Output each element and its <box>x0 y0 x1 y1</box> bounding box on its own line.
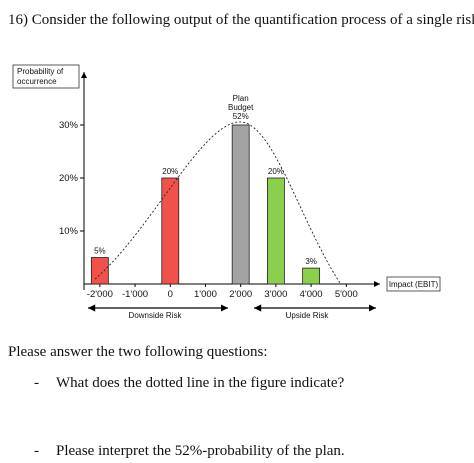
plot: 10% 20% 30% -2'000 -1'000 0 1'000 2'000 3'000 4'0… <box>59 94 358 300</box>
range-label: Upside Risk <box>286 311 330 320</box>
bar <box>161 177 180 285</box>
x-tick-label: -1'000 <box>122 289 148 300</box>
x-tick-label: 0 <box>168 289 173 300</box>
question: 16) Consider the following output of the… <box>8 12 474 28</box>
x-label-box <box>386 276 441 292</box>
annotation: Plan <box>233 94 249 103</box>
y-tick-label: 10% <box>59 226 79 237</box>
bar <box>266 177 285 285</box>
x-tick-label: 4'000 <box>300 289 323 300</box>
x-label: Impact (EBIT) <box>389 280 439 289</box>
bar <box>90 257 109 285</box>
value-label: 3% <box>305 257 317 266</box>
y-tick-label: 20% <box>59 173 79 184</box>
y-label: occurrence <box>17 77 57 86</box>
value-label: 20% <box>268 167 284 176</box>
dotted-curve <box>94 121 341 284</box>
bar <box>231 124 250 285</box>
y-label: Probability of <box>17 67 64 76</box>
x-tick-label: 3'000 <box>264 289 287 300</box>
y-tick-label: 30% <box>59 120 79 131</box>
x-tick-label: 2'000 <box>229 289 252 300</box>
value-label: 20% <box>162 167 178 176</box>
x-tick-label: 5'000 <box>335 289 358 300</box>
bullet: - <box>34 375 39 391</box>
value-label: 5% <box>94 247 106 256</box>
bar <box>302 267 321 285</box>
y-label-box <box>12 64 80 89</box>
range-label: Downside Risk <box>129 311 183 320</box>
instruction: Please answer the two following question… <box>8 344 268 360</box>
bullet: - <box>34 443 39 459</box>
question-item: What does the dotted line in the figure … <box>56 375 345 391</box>
x-tick-label: 1'000 <box>194 289 217 300</box>
x-tick-label: -2'000 <box>87 289 113 300</box>
annotation: Budget <box>228 103 254 112</box>
question-item: Please interpret the 52%-probability of … <box>56 443 345 459</box>
annotation: 52% <box>233 112 249 121</box>
